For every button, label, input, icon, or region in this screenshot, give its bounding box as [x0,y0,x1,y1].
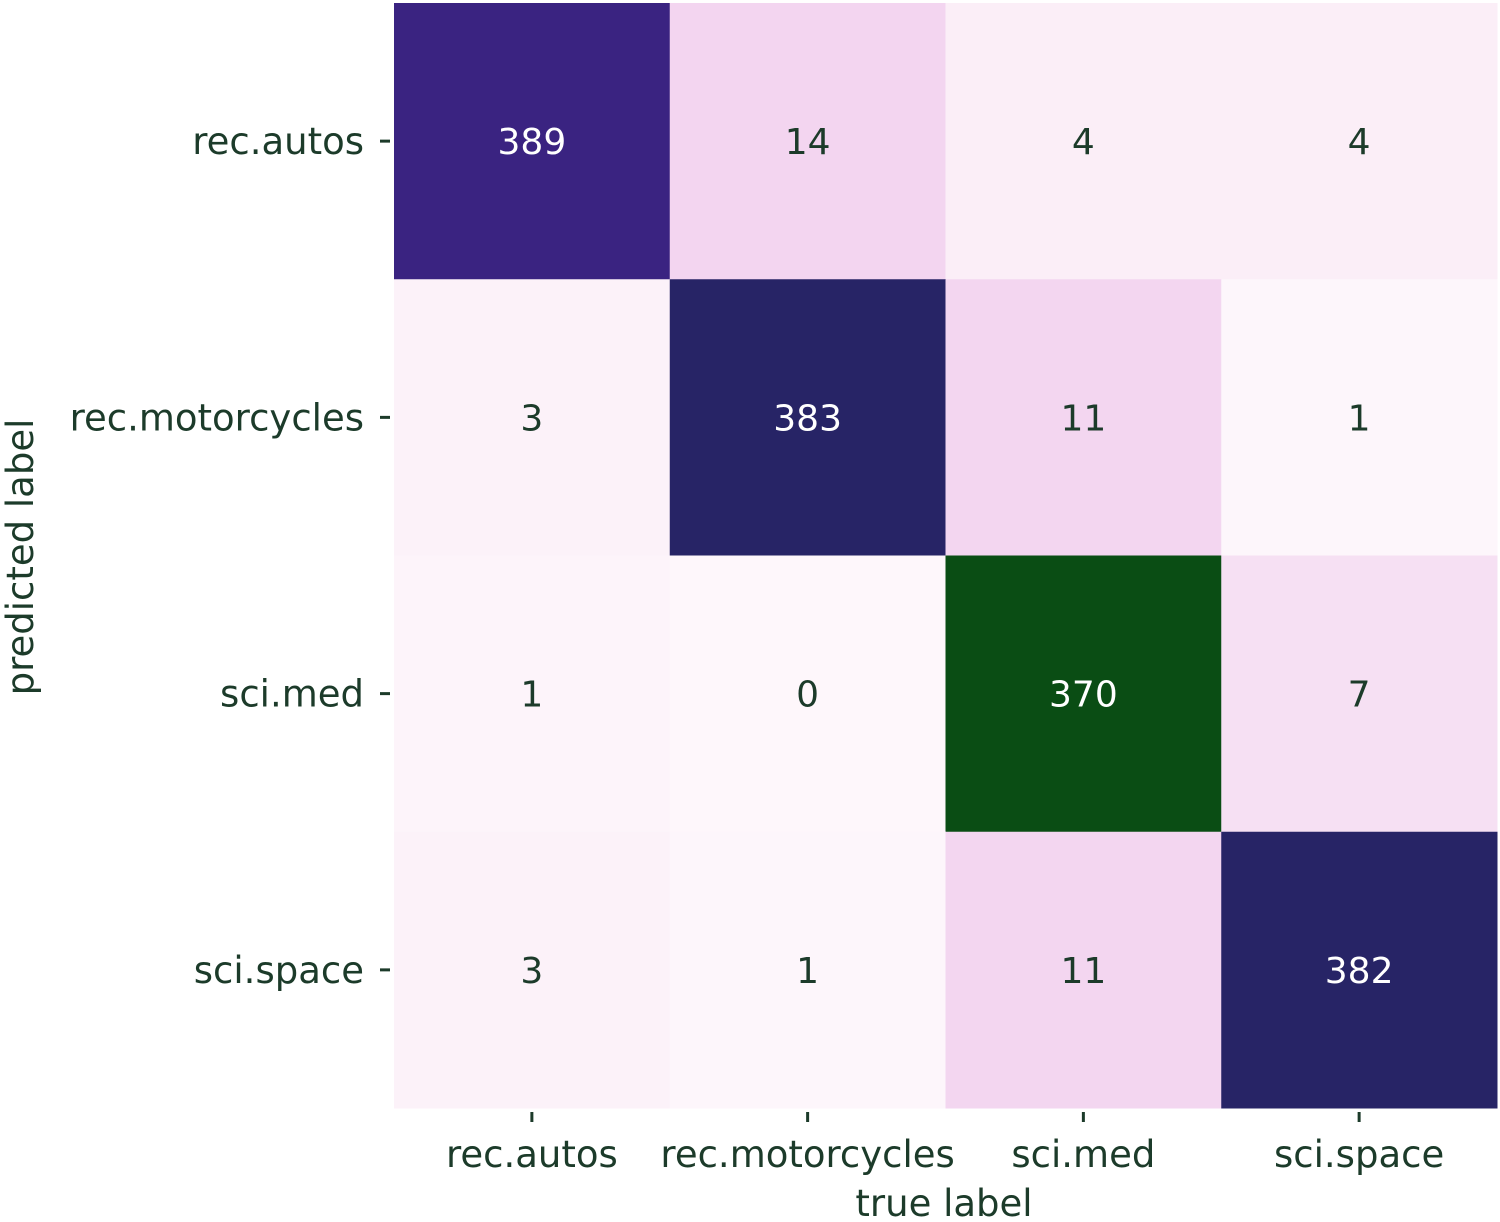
cell-value-label: 389 [498,122,567,163]
cell-value-label: 383 [773,398,842,439]
heatmap-cell [394,3,671,280]
x-tick-label: sci.med [1011,1133,1155,1176]
heatmap-cell [669,555,946,833]
x-tick-label: rec.autos [446,1133,618,1176]
x-tick-label: rec.motorcycles [660,1133,954,1176]
heatmap-cell [394,279,671,556]
cell-value-label: 1 [520,675,543,716]
cell-value-label: 3 [520,398,543,439]
cell-value-label: 1 [1348,398,1371,439]
heatmap-cell-labels: 389 14 4 43 383 11 11 0 370 73 1 11 382 [498,122,1394,992]
y-tick-label: sci.med [220,673,364,716]
y-axis-ticks: rec.autos rec.motorcycles sci.med sci.space [70,120,390,992]
heatmap-cell [1221,279,1498,556]
heatmap-cell [945,279,1222,556]
cell-value-label: 11 [1060,951,1106,992]
cell-value-label: 382 [1325,951,1394,992]
heatmap-cell [394,555,671,833]
heatmap-cell [945,555,1222,833]
heatmap-cell [1221,3,1498,280]
cell-value-label: 0 [796,675,819,716]
y-tick-label: rec.autos [192,120,364,163]
y-axis-title: predicted label [0,419,42,696]
heatmap-cell [394,831,671,1109]
y-tick-label: sci.space [194,949,364,992]
cell-value-label: 4 [1348,122,1371,163]
heatmap-cell [669,279,946,556]
heatmap-cell [1221,555,1498,833]
y-tick-label: rec.motorcycles [70,396,364,439]
heatmap-cell [669,831,946,1109]
heatmap-cell [1221,831,1498,1109]
x-axis-ticks: rec.autos rec.motorcycles sci.med sci.space [446,1112,1444,1176]
cell-value-label: 3 [520,951,543,992]
x-axis-title: true label [855,1182,1032,1222]
cell-value-label: 7 [1348,675,1371,716]
heatmap-cells [394,3,1498,1109]
cell-value-label: 4 [1072,122,1095,163]
heatmap-cell [945,3,1222,280]
heatmap-cell [669,3,946,280]
heatmap-cell [945,831,1222,1109]
cell-value-label: 11 [1060,398,1106,439]
cell-value-label: 1 [796,951,819,992]
cell-value-label: 14 [785,122,831,163]
x-tick-label: sci.space [1274,1133,1444,1176]
cell-value-label: 370 [1049,675,1118,716]
